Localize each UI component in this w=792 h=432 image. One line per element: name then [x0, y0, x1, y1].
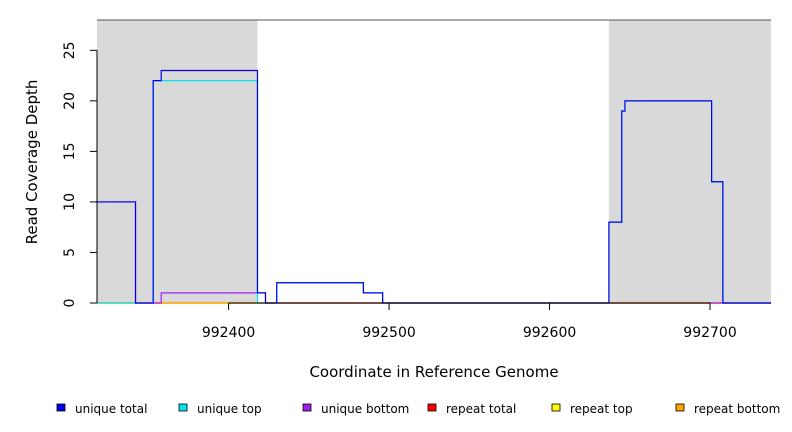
legend-item: unique top — [178, 402, 262, 416]
legend: unique total unique top unique bottom repea… — [56, 402, 780, 416]
legend-item: unique total — [56, 402, 147, 416]
x-tick-label: 992400 — [202, 325, 255, 341]
y-tick-label: 0 — [62, 299, 78, 308]
legend-item: repeat bottom — [675, 402, 780, 416]
legend-swatch — [427, 403, 437, 412]
series-unique-total — [97, 69, 771, 304]
y-tick-label: 20 — [62, 92, 78, 110]
x-axis-title: Coordinate in Reference Genome — [309, 363, 558, 381]
legend-label: unique bottom — [321, 402, 409, 416]
x-tick-label: 992700 — [683, 325, 736, 341]
shaded-region-2 — [608, 20, 771, 303]
legend-swatch — [178, 403, 188, 412]
y-tick-label: 15 — [62, 142, 78, 160]
y-tick-label: 5 — [62, 248, 78, 257]
y-axis-title: Read Coverage Depth — [23, 80, 41, 245]
legend-item: repeat top — [551, 402, 633, 416]
legend-item: repeat total — [427, 402, 516, 416]
y-tick-label: 10 — [62, 193, 78, 211]
legend-item: unique bottom — [302, 402, 409, 416]
legend-swatch — [302, 403, 312, 412]
axes: 0 5 10 15 20 25 992400 992500 992600 992700 — [62, 41, 737, 341]
legend-label: unique top — [197, 402, 262, 416]
shaded-region-1 — [97, 20, 258, 303]
x-tick-label: 992500 — [362, 325, 415, 341]
legend-swatch — [675, 403, 685, 412]
x-tick-label: 992600 — [523, 325, 576, 341]
legend-label: repeat bottom — [694, 402, 780, 416]
legend-label: repeat top — [570, 402, 633, 416]
legend-label: unique total — [75, 402, 147, 416]
legend-label: repeat total — [446, 402, 516, 416]
legend-swatch — [551, 403, 561, 412]
legend-swatch — [56, 403, 66, 412]
plot-area — [97, 19, 771, 303]
y-tick-label: 25 — [62, 41, 78, 59]
series-layer — [97, 69, 771, 304]
